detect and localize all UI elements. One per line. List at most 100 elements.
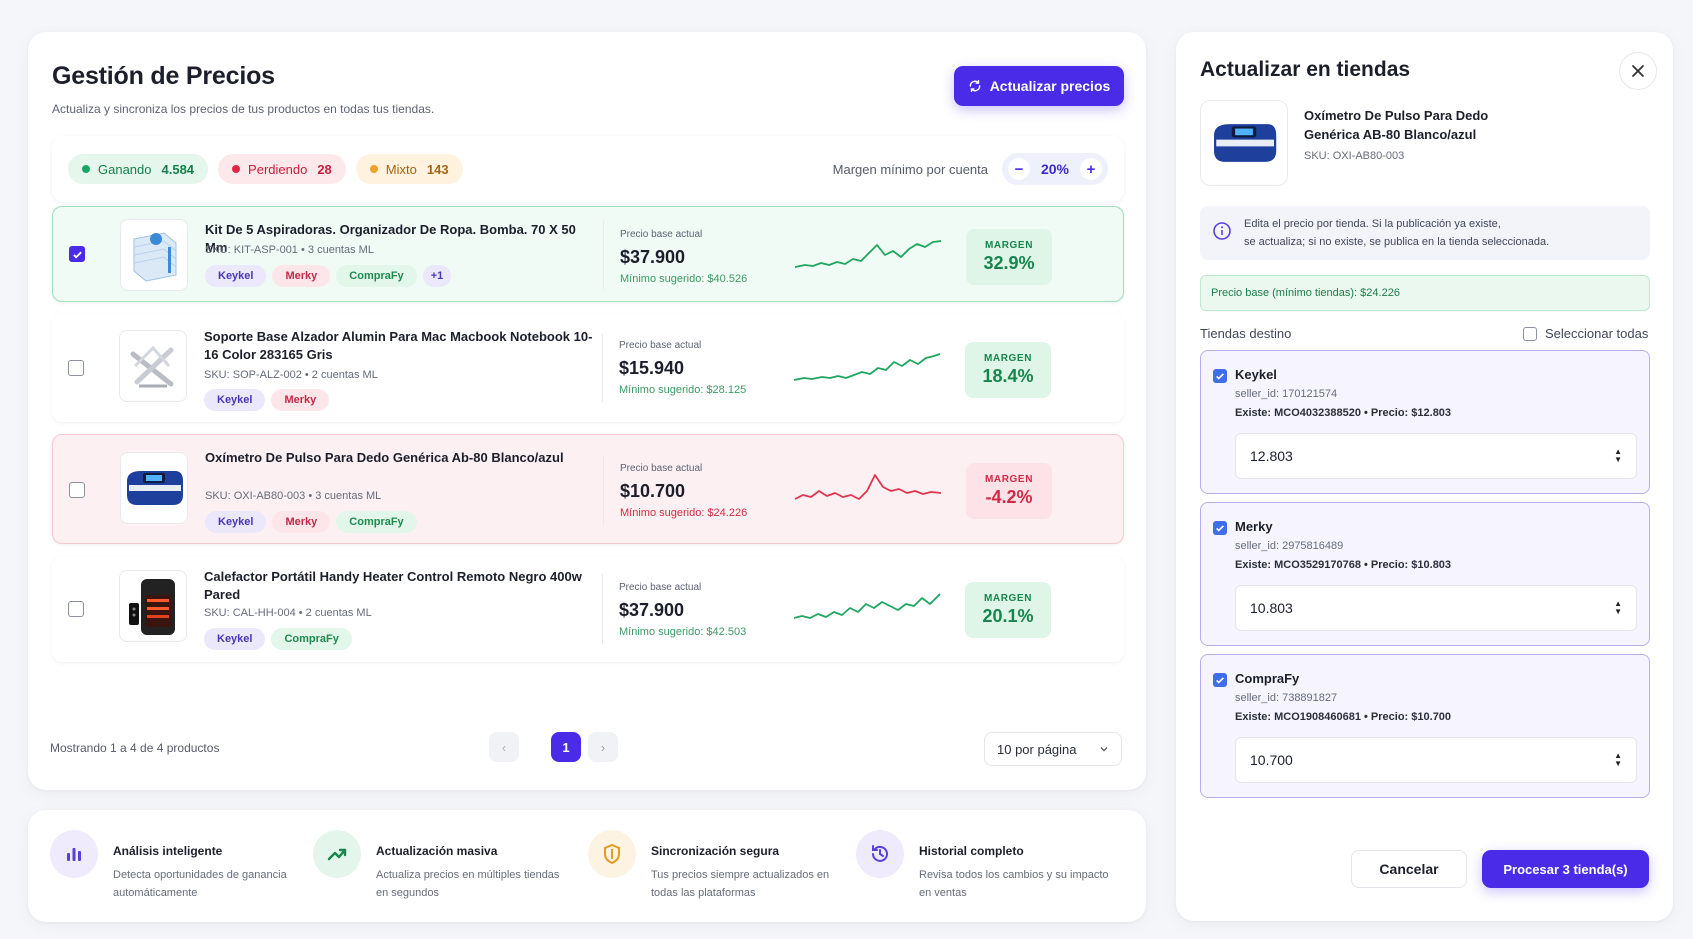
base-price: $10.700 [620, 481, 686, 501]
store-tags: Keykel CompraFy [204, 628, 352, 650]
winning-filter-pill[interactable]: Ganando 4.584 [68, 154, 209, 184]
store-price-input[interactable]: 10.700 ▲ ▼ [1235, 737, 1637, 783]
product-row[interactable]: Kit De 5 Aspiradoras. Organizador De Rop… [52, 206, 1124, 302]
tag-more[interactable]: +1 [422, 265, 452, 287]
product-thumbnail [1200, 100, 1288, 186]
check-icon [72, 251, 82, 259]
status-summary-bar: Ganando 4.584 Perdiendo 28 Mixto 143 Mar… [52, 136, 1124, 202]
price-input-value: 12.803 [1250, 448, 1293, 464]
refresh-icon [968, 79, 982, 93]
row-checkbox[interactable] [69, 482, 85, 498]
product-row[interactable]: Calefactor Portátil Handy Heater Control… [52, 556, 1124, 662]
product-row[interactable]: Soporte Base Alzador Alumin Para Mac Mac… [52, 314, 1124, 422]
destination-stores-label: Tiendas destino [1200, 326, 1292, 341]
page-1-button[interactable]: 1 [551, 732, 581, 762]
divider [602, 334, 603, 402]
store-name: Merky [1235, 519, 1273, 534]
existing-listing: Existe: MCO4032388520 • Precio: $12.803 [1235, 407, 1452, 419]
price-label: Precio base actual [619, 340, 702, 351]
divider [602, 574, 603, 644]
tag-keykel: Keykel [204, 389, 266, 411]
price-trend-sparkline [794, 474, 942, 500]
price-management-panel: Gestión de Precios Actualiza y sincroniz… [28, 32, 1146, 790]
increase-margin-button[interactable]: + [1080, 158, 1102, 180]
mixed-count: 143 [426, 161, 449, 177]
existing-listing: Existe: MCO3529170768 • Precio: $10.803 [1235, 559, 1452, 571]
heater-image [129, 579, 175, 635]
mixed-dot-icon [369, 165, 378, 173]
price-input-value: 10.700 [1250, 752, 1293, 768]
store-tags: Keykel Merky CompraFy +1 [205, 265, 452, 287]
product-name: Oxímetro De Pulso Para Dedo Genérica Ab-… [205, 450, 564, 465]
info-text: Edita el precio por tienda. Si la public… [1244, 218, 1550, 248]
store-checkbox[interactable] [1213, 673, 1227, 687]
product-thumbnail [119, 570, 187, 642]
decrease-margin-button[interactable]: − [1008, 158, 1030, 180]
laptop-stand-image [130, 345, 174, 388]
min-margin-value: 20% [1040, 161, 1070, 177]
min-margin-control: Margen mínimo por cuenta − 20% + [833, 153, 1108, 185]
store-price-input[interactable]: 10.803 ▲ ▼ [1235, 585, 1637, 631]
losing-filter-pill[interactable]: Perdiendo 28 [218, 154, 346, 184]
mixed-filter-pill[interactable]: Mixto 143 [355, 154, 463, 184]
close-icon [1632, 65, 1644, 77]
tag-keykel: Keykel [205, 265, 267, 287]
spinner-arrows-icon[interactable]: ▲ ▼ [1614, 447, 1622, 464]
product-thumbnail [119, 330, 187, 402]
select-all-checkbox[interactable]: Seleccionar todas [1523, 326, 1648, 341]
update-prices-button[interactable]: Actualizar precios [954, 66, 1124, 106]
prev-page-button[interactable]: ‹ [489, 732, 519, 762]
min-suggested: Mínimo sugerido: $42.503 [619, 626, 747, 638]
store-checkbox[interactable] [1213, 369, 1227, 383]
row-checkbox[interactable] [69, 246, 85, 262]
min-suggested: Mínimo sugerido: $24.226 [620, 507, 748, 519]
margin-badge: MARGEN 32.9% [966, 229, 1052, 285]
store-checkbox[interactable] [1213, 521, 1227, 535]
min-suggested: Mínimo sugerido: $40.526 [620, 273, 748, 285]
price-label: Precio base actual [620, 463, 703, 474]
product-sku-line: SKU: SOP-ALZ-002 • 2 cuentas ML [204, 369, 378, 381]
page-subtitle: Actualiza y sincroniza los precios de tu… [52, 102, 435, 116]
feature-desc: Detecta oportunidades de ganancia automá… [113, 869, 287, 899]
vacuum-bags-image [133, 232, 177, 282]
base-price: $15.940 [619, 358, 685, 378]
seller-id: seller_id: 2975816489 [1235, 540, 1344, 552]
row-checkbox[interactable] [68, 601, 84, 617]
product-thumbnail [120, 452, 188, 524]
bar-chart-icon [50, 830, 98, 878]
tag-merky: Merky [272, 265, 331, 287]
store-tags: Keykel Merky [204, 389, 330, 411]
product-row[interactable]: Oxímetro De Pulso Para Dedo Genérica Ab-… [52, 434, 1124, 544]
shield-icon [588, 830, 636, 878]
cancel-button[interactable]: Cancelar [1351, 850, 1467, 888]
check-icon [1216, 525, 1224, 532]
existing-listing: Existe: MCO1908460681 • Precio: $10.700 [1235, 711, 1452, 723]
close-button[interactable] [1619, 52, 1657, 90]
price-trend-sparkline [793, 353, 941, 381]
check-icon [1216, 677, 1224, 684]
product-sku-line: SKU: CAL-HH-004 • 2 cuentas ML [204, 607, 372, 619]
feature-desc: Tus precios siempre actualizados en toda… [651, 869, 830, 899]
margin-value: 18.4% [982, 366, 1034, 386]
spinner-arrows-icon[interactable]: ▲ ▼ [1614, 599, 1622, 616]
next-page-button[interactable]: › [588, 732, 618, 762]
store-card-comprafy: CompraFy seller_id: 738891827 Existe: MC… [1200, 654, 1650, 798]
spinner-arrows-icon[interactable]: ▲ ▼ [1614, 751, 1622, 768]
selected-product-name: Oxímetro De Pulso Para Dedo Genérica AB-… [1304, 108, 1489, 142]
per-page-select[interactable]: 10 por página [984, 732, 1122, 766]
margin-badge: MARGEN 18.4% [965, 342, 1051, 398]
tag-merky: Merky [272, 511, 331, 533]
store-card-merky: Merky seller_id: 2975816489 Existe: MCO3… [1200, 502, 1650, 646]
panel-title: Actualizar en tiendas [1200, 58, 1411, 81]
seller-id: seller_id: 738891827 [1235, 692, 1338, 704]
seller-id: seller_id: 170121574 [1235, 388, 1338, 400]
feature-desc: Revisa todos los cambios y su impacto en… [919, 869, 1109, 899]
price-trend-sparkline [794, 240, 942, 268]
row-checkbox[interactable] [68, 360, 84, 376]
feature-title: Sincronización segura [651, 844, 780, 858]
min-suggested: Mínimo sugerido: $28.125 [619, 384, 747, 396]
chevron-down-icon [1099, 742, 1109, 757]
process-stores-button[interactable]: Procesar 3 tienda(s) [1482, 850, 1649, 888]
store-price-input[interactable]: 12.803 ▲ ▼ [1235, 433, 1637, 479]
history-icon [856, 830, 904, 878]
